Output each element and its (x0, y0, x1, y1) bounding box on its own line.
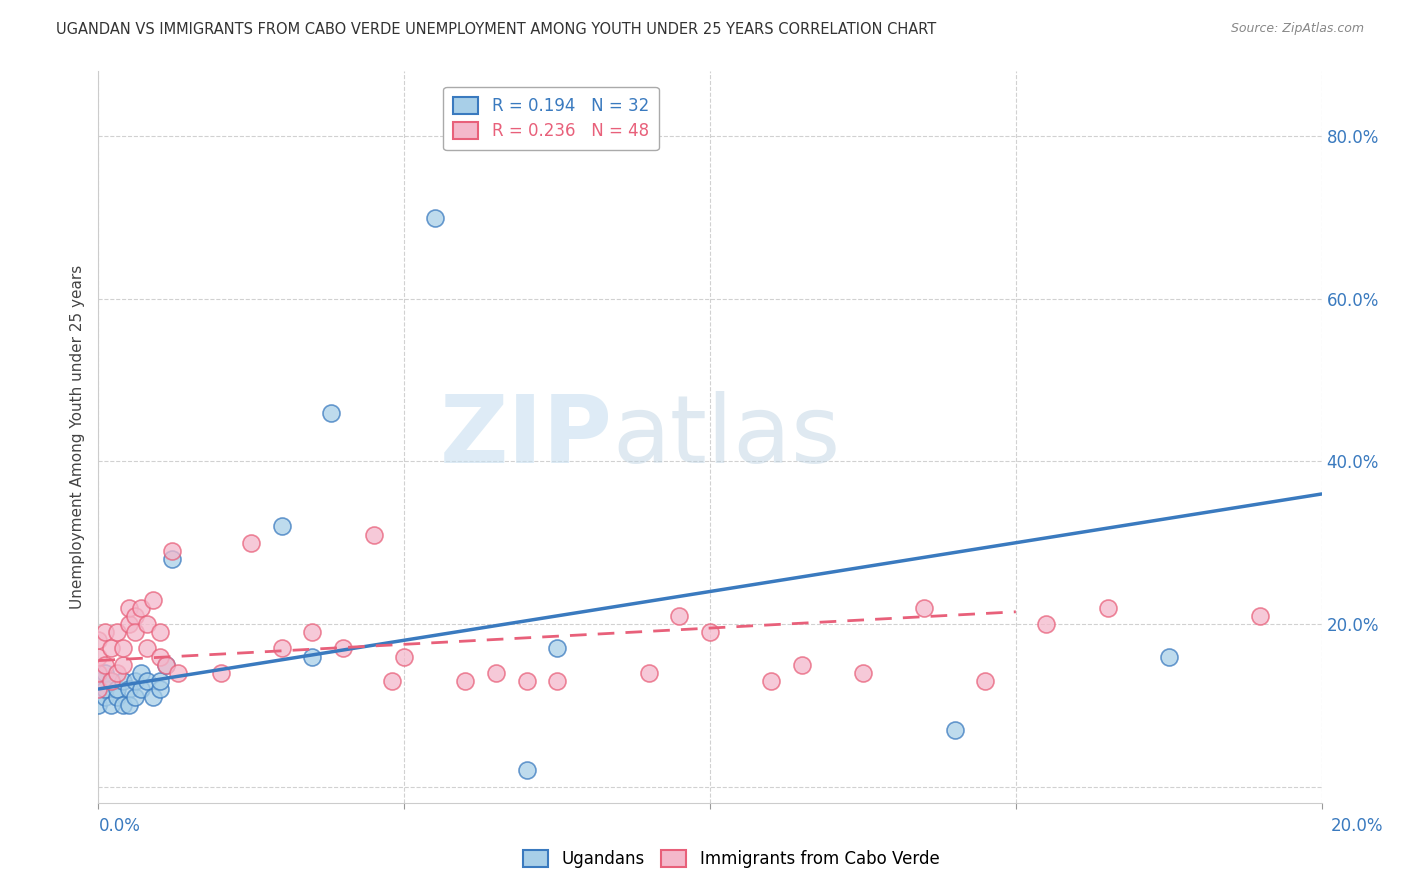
Point (1035, 617, 1057, 632)
Point (943, 723, 966, 737)
Point (319, 406, 342, 420)
Point (149, 673, 172, 688)
Point (363, 527, 385, 541)
Point (149, 681, 172, 696)
Point (790, 657, 813, 672)
Point (423, 211, 446, 225)
Point (1249, 608, 1271, 623)
Point (87, 673, 110, 688)
Point (105, 665, 128, 680)
Point (93, 665, 115, 680)
Point (136, 673, 159, 688)
Point (105, 681, 128, 696)
Point (301, 649, 323, 664)
Point (974, 673, 997, 688)
Point (100, 673, 122, 688)
Point (167, 665, 190, 680)
Text: atlas: atlas (612, 391, 841, 483)
Point (105, 690, 128, 705)
Point (516, 673, 538, 688)
Legend: R = 0.194   N = 32, R = 0.236   N = 48: R = 0.194 N = 32, R = 0.236 N = 48 (443, 87, 659, 150)
Point (270, 519, 292, 533)
Point (142, 592, 165, 607)
Legend: Ugandans, Immigrants from Cabo Verde: Ugandans, Immigrants from Cabo Verde (516, 843, 946, 875)
Point (160, 544, 183, 558)
Text: Source: ZipAtlas.com: Source: ZipAtlas.com (1230, 22, 1364, 36)
Point (118, 698, 141, 713)
Point (124, 690, 146, 705)
Point (87, 649, 110, 664)
Point (381, 673, 404, 688)
Text: 0.0%: 0.0% (98, 817, 141, 835)
Point (129, 600, 152, 615)
Point (516, 764, 538, 778)
Point (149, 649, 172, 664)
Point (100, 641, 122, 656)
Point (118, 681, 141, 696)
Point (546, 641, 568, 656)
Point (668, 608, 690, 623)
Point (111, 698, 134, 713)
Point (111, 657, 134, 672)
Point (155, 657, 177, 672)
Point (100, 673, 122, 688)
Point (87, 681, 110, 696)
Point (912, 600, 935, 615)
Y-axis label: Unemployment Among Youth under 25 years: Unemployment Among Youth under 25 years (69, 265, 84, 609)
Point (93, 681, 115, 696)
Text: ZIP: ZIP (439, 391, 612, 483)
Point (124, 625, 146, 640)
Point (392, 649, 416, 664)
Point (332, 641, 354, 656)
Point (149, 625, 172, 640)
Point (129, 665, 152, 680)
Point (111, 641, 134, 656)
Point (93, 657, 115, 672)
Point (93, 625, 115, 640)
Text: 20.0%: 20.0% (1330, 817, 1384, 835)
Point (118, 600, 141, 615)
Point (136, 641, 159, 656)
Point (87, 698, 110, 713)
Point (87, 681, 110, 696)
Point (160, 552, 183, 566)
Point (270, 641, 292, 656)
Point (301, 625, 323, 640)
Text: UGANDAN VS IMMIGRANTS FROM CABO VERDE UNEMPLOYMENT AMONG YOUTH UNDER 25 YEARS CO: UGANDAN VS IMMIGRANTS FROM CABO VERDE UN… (56, 22, 936, 37)
Point (136, 617, 159, 632)
Point (699, 625, 721, 640)
Point (87, 665, 110, 680)
Point (155, 657, 177, 672)
Point (124, 608, 146, 623)
Point (93, 690, 115, 705)
Point (129, 681, 152, 696)
Point (637, 665, 661, 680)
Point (209, 665, 232, 680)
Point (87, 633, 110, 648)
Point (485, 665, 508, 680)
Point (759, 673, 782, 688)
Point (240, 535, 263, 549)
Point (546, 673, 568, 688)
Point (111, 673, 134, 688)
Point (1157, 649, 1180, 664)
Point (118, 617, 141, 632)
Point (852, 665, 875, 680)
Point (100, 698, 122, 713)
Point (105, 625, 128, 640)
Point (1097, 600, 1119, 615)
Point (124, 673, 146, 688)
Point (142, 690, 165, 705)
Point (454, 673, 477, 688)
